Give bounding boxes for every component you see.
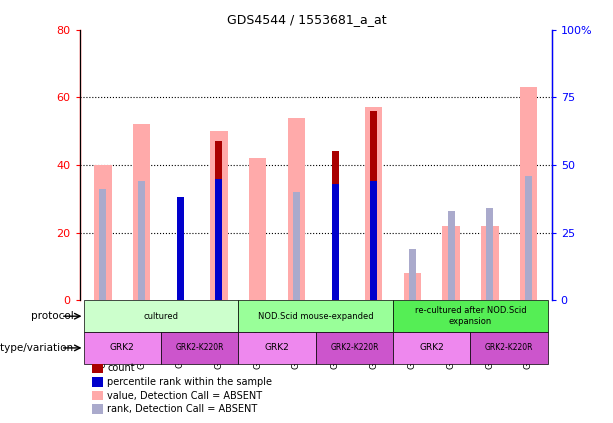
Bar xyxy=(249,158,267,300)
Bar xyxy=(83,300,238,332)
Text: percentile rank within the sample: percentile rank within the sample xyxy=(107,377,272,387)
Bar xyxy=(177,202,184,300)
Bar xyxy=(470,332,548,364)
Bar xyxy=(210,131,227,300)
Text: genotype/variation: genotype/variation xyxy=(0,343,74,353)
Bar xyxy=(409,249,416,300)
Bar xyxy=(216,179,223,300)
Bar xyxy=(177,198,184,300)
Bar xyxy=(447,211,455,300)
Bar xyxy=(316,332,393,364)
Bar xyxy=(520,87,537,300)
Text: GRK2-K220R: GRK2-K220R xyxy=(485,343,533,352)
Bar xyxy=(443,226,460,300)
Bar xyxy=(525,176,532,300)
Bar xyxy=(332,151,338,300)
Bar xyxy=(370,181,377,300)
Bar xyxy=(238,300,393,332)
Text: protocol: protocol xyxy=(31,311,74,321)
Text: GRK2: GRK2 xyxy=(265,343,289,352)
Bar xyxy=(486,208,493,300)
Text: GRK2-K220R: GRK2-K220R xyxy=(330,343,379,352)
Bar xyxy=(481,226,498,300)
Text: GDS4544 / 1553681_a_at: GDS4544 / 1553681_a_at xyxy=(227,13,386,26)
Bar xyxy=(287,118,305,300)
Bar xyxy=(133,124,150,300)
Bar xyxy=(370,111,377,300)
Bar xyxy=(293,192,300,300)
Text: re-cultured after NOD.Scid
expansion: re-cultured after NOD.Scid expansion xyxy=(414,307,527,326)
Text: cultured: cultured xyxy=(143,312,178,321)
Bar xyxy=(393,332,470,364)
Bar xyxy=(332,184,338,300)
Bar xyxy=(238,332,316,364)
Bar xyxy=(94,165,112,300)
Text: GRK2: GRK2 xyxy=(419,343,444,352)
Bar xyxy=(365,107,383,300)
Text: GRK2: GRK2 xyxy=(110,343,135,352)
Text: count: count xyxy=(107,363,135,374)
Text: NOD.Scid mouse-expanded: NOD.Scid mouse-expanded xyxy=(258,312,373,321)
Bar xyxy=(83,332,161,364)
Bar xyxy=(393,300,548,332)
Bar xyxy=(161,332,238,364)
Bar xyxy=(404,273,421,300)
Text: value, Detection Call = ABSENT: value, Detection Call = ABSENT xyxy=(107,390,262,401)
Bar xyxy=(216,141,223,300)
Text: rank, Detection Call = ABSENT: rank, Detection Call = ABSENT xyxy=(107,404,257,414)
Bar xyxy=(138,181,145,300)
Bar xyxy=(99,190,107,300)
Text: GRK2-K220R: GRK2-K220R xyxy=(175,343,224,352)
